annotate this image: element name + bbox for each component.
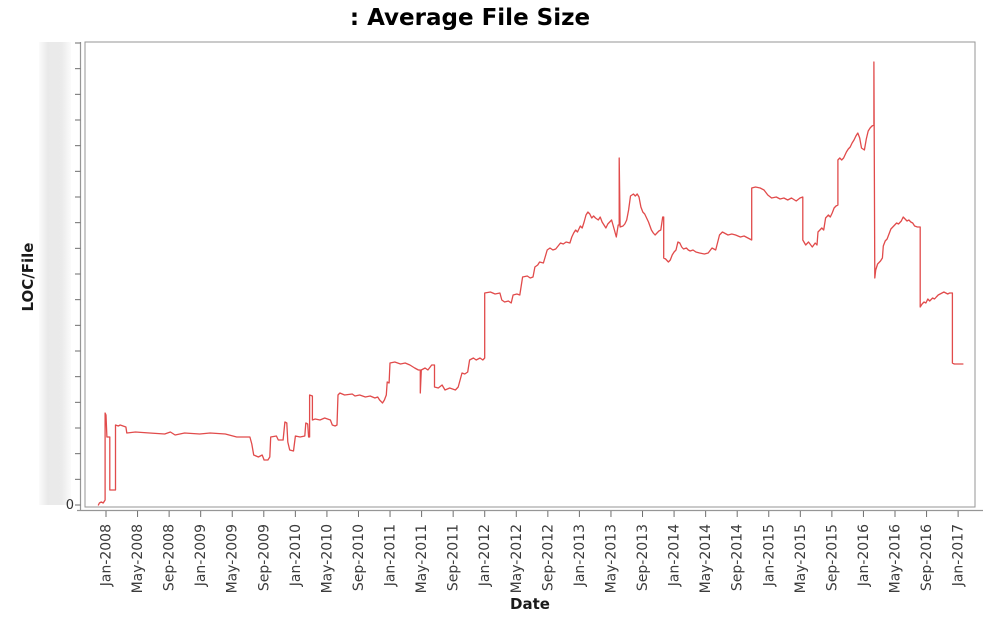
x-tick-label: Sep-2009	[256, 524, 272, 591]
x-tick-label: May-2014	[698, 524, 714, 593]
x-tick-label: Sep-2015	[824, 524, 840, 591]
x-tick-label: Jan-2015	[761, 524, 777, 587]
y-axis-gradient-strip	[39, 42, 71, 505]
x-tick-label: Sep-2014	[730, 524, 746, 591]
y-axis-zero-label: 0	[65, 498, 74, 513]
x-axis-title: Date	[510, 595, 550, 613]
x-tick-label: Jan-2012	[477, 524, 493, 587]
x-tick-label: May-2008	[130, 524, 146, 593]
x-tick-label: May-2015	[793, 524, 809, 593]
x-tick-label: Sep-2010	[351, 524, 367, 591]
x-tick-label: Sep-2008	[162, 524, 178, 591]
x-tick-label: May-2012	[509, 524, 525, 593]
x-tick-label: Sep-2011	[446, 524, 462, 591]
x-tick-label: Jan-2013	[572, 524, 588, 587]
x-tick-label: Jan-2014	[667, 524, 683, 587]
x-tick-label: Jan-2010	[288, 524, 304, 587]
x-tick-label: Jan-2009	[193, 524, 209, 587]
x-tick-label: May-2011	[414, 524, 430, 593]
x-tick-label: Jan-2011	[383, 524, 399, 587]
x-tick-label: Sep-2013	[635, 524, 651, 591]
x-tick-label: May-2010	[319, 524, 335, 593]
x-tick-label: Jan-2017	[951, 524, 967, 587]
series-line-avg-file-size	[97, 61, 964, 506]
x-tick-label: May-2016	[888, 524, 904, 593]
x-tick-label: May-2013	[603, 524, 619, 593]
x-tick-label: Jan-2008	[99, 524, 115, 587]
plot-frame	[84, 41, 976, 508]
x-tick-label: Jan-2016	[856, 524, 872, 587]
chart-title: : Average File Size	[349, 5, 591, 31]
x-tick-label: Sep-2012	[540, 524, 556, 591]
x-tick-label: Sep-2016	[919, 524, 935, 591]
x-tick-label: May-2009	[225, 524, 241, 593]
